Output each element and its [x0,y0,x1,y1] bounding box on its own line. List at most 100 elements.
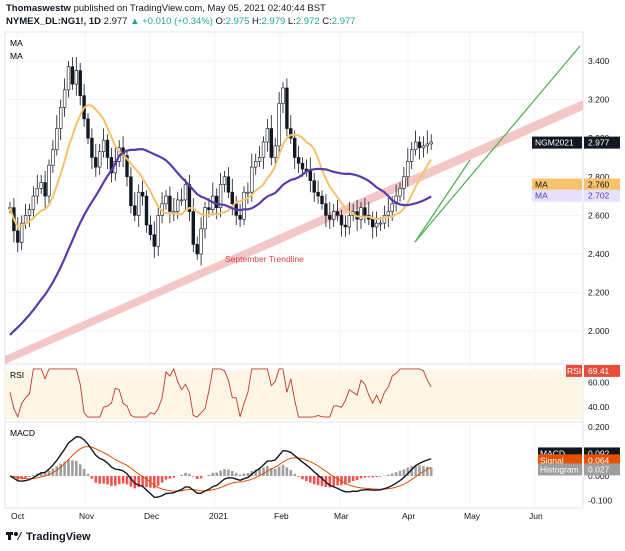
candle-body [292,137,297,158]
high-value: 2.979 [261,16,286,27]
macd-histogram-bar [227,469,230,477]
rsi-line [9,367,432,419]
trendlines [5,45,583,364]
symbol: NYMEX_DL:NG1!, 1D [6,16,102,27]
macd-histogram-bar [305,476,308,481]
macd-label-name: Histogram [540,464,579,474]
macd-histogram-bar [114,476,117,486]
macd-histogram-bar [390,473,394,477]
macd-histogram-bar [293,473,296,477]
macd-histogram-bar [133,476,137,489]
macd-histogram-bar [223,469,226,477]
macd-tick-label: 0.200 [588,422,610,432]
uptrend-line-upper [414,45,581,243]
macd-histogram-bar [316,476,320,486]
macd-histogram-bar [82,468,86,477]
macd-tick-label: 0.000 [588,471,610,481]
macd-histogram-bar [387,474,390,477]
signal-line [9,445,432,492]
candle-body [133,205,137,216]
macd-histogram-bar [102,476,105,484]
candle-body [31,195,36,210]
price-label-name: NGM2021 [535,138,574,148]
macd-histogram-bar [172,476,176,478]
macd-histogram-bar [180,474,183,477]
macd-histogram-bar [63,461,66,477]
candle-body [277,103,281,147]
candle-body [409,149,414,162]
macd-histogram-bar [141,476,144,487]
candle-body [78,70,82,96]
candle-body [27,209,32,216]
time-tick-label: Oct [11,511,25,521]
price-tick-label: 3.400 [588,56,610,66]
macd-histogram-bar [309,476,312,483]
macd-histogram-bar [59,463,62,477]
macd-histogram-bar [20,476,23,480]
candle-body [316,191,320,197]
macd-histogram-bar [219,470,222,477]
macd-panel-frame [4,421,584,509]
uptrend-line-lower [414,159,471,243]
macd-histogram-bar [145,476,148,487]
candle-body [98,151,102,168]
candle-body [390,203,394,212]
moving-averages [9,103,433,336]
candle-body [378,222,383,225]
macd-histogram-bar [110,476,113,486]
candle-body [125,155,129,178]
macd-histogram-bar [121,476,125,484]
macd-label-value: 0.092 [588,448,610,458]
candle-body [51,149,55,166]
macd-histogram-bar [207,474,211,477]
candle-body [215,195,219,208]
macd-histogram-bar [188,473,191,477]
time-tick-label: Feb [274,511,289,521]
published-text: published on TradingView.com, May 05, 20… [73,3,326,14]
price-labels: NGM2021 2.977 MA 2.760 MA 2.702 RSI 69.41 MACD 0.… [532,136,620,476]
macd-histogram-bar [43,472,47,477]
publish-line: Thomaswestw published on TradingView.com… [6,3,326,14]
macd-histogram-bar [359,476,363,479]
legend-ma-1: MA [10,38,23,48]
price-label-value: 2.977 [588,138,610,148]
chart-canvas[interactable]: 3.4003.2003.0002.8002.6002.4002.2002.000… [0,0,625,528]
candle-body [257,157,262,162]
macd-histogram-bar [195,476,199,480]
candle-body [140,191,145,197]
tradingview-logo-icon [6,530,22,543]
macd-histogram-bar [363,476,367,478]
candle-body [207,207,211,210]
candle-body [300,162,305,170]
macd-histogram-bar [371,476,374,478]
macd-histogram-bar [320,476,324,487]
macd-label-bg [538,454,582,467]
macd-histogram-bar [215,472,218,477]
time-tick-label: 2021 [209,511,228,521]
candle-body [148,224,153,235]
candle-body [386,211,390,216]
candle-body [382,215,387,224]
macd-label-value: 0.064 [588,455,610,465]
candle-body [179,199,184,202]
footer: TradingView [6,530,91,543]
candle-body [281,87,285,104]
price-label-name: MA [535,191,548,201]
candle-body [16,230,20,243]
price-label-name: MA [535,179,548,189]
macd-histogram-bar [153,476,156,489]
macd-histogram-bar [160,476,164,483]
macd-line [9,436,432,499]
macd-value-bg [584,463,620,476]
candle-body [324,203,328,216]
candle-body [203,207,207,230]
candle-body [246,191,250,194]
macd-histogram-bar [47,470,51,477]
macd-histogram-bar [367,476,371,478]
macd-histogram-bar [281,464,285,477]
rsi-label-value: 69.41 [588,366,610,376]
macd-histogram-bar [270,467,273,477]
candle-body [218,184,223,208]
macd-histogram-bar [301,476,304,480]
candle-body [226,176,231,193]
